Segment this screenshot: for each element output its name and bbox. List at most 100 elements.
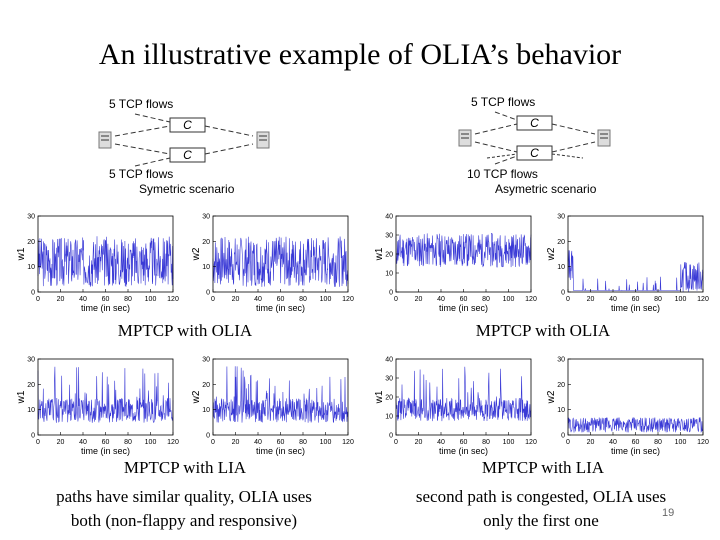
x-axis-label: time (in sec) [81,446,130,456]
plot-asym-lia-w2: 0 20 40 60 80 100 120 0 10 20 30 time (in sec) w2 [540,353,710,463]
link-label: C [530,116,539,130]
x-tick-label: 60 [102,296,110,303]
caption-olia-left: MPTCP with OLIA [117,321,253,340]
x-tick-label: 100 [675,439,687,446]
link-label: C [183,118,192,132]
y-tick-label: 0 [31,433,35,440]
bottom-flows-label: 5 TCP flows [109,167,173,181]
plot-frame [37,358,174,436]
x-tick-label: 60 [460,439,468,446]
caption-lia-left: MPTCP with LIA [123,458,247,477]
x-tick-label: 40 [437,439,445,446]
link-box-bottom [169,147,206,163]
y-tick-label: 20 [202,239,210,246]
x-tick-label: 80 [482,439,490,446]
x-tick-label: 40 [609,439,617,446]
x-tick-label: 20 [415,296,423,303]
y-tick-label: 0 [561,433,565,440]
x-tick-label: 20 [57,296,65,303]
line-chart-svg: 0 20 40 60 80 100 120 0 10 20 30 time (in sec) w2 [191,357,354,457]
y-tick-label: 30 [385,233,393,240]
y-axis-label: w1 [16,247,27,261]
x-tick-label: 100 [145,439,157,446]
link-box-top [516,115,553,131]
y-tick-label: 20 [27,382,35,389]
x-axis-label: time (in sec) [439,446,488,456]
asymmetric-scenario-diagram: 5 TCP flows 10 TCP flows Asymetric scena… [458,95,611,196]
line-chart-svg: 0 20 40 60 80 100 120 0 10 20 30 time (in sec) w2 [546,357,709,457]
top-flows-label: 5 TCP flows [471,95,535,109]
plot-sym-olia-w1: 0 20 40 60 80 100 120 0 10 20 30 time (in sec) w1 [10,210,180,320]
y-tick-label: 20 [557,239,565,246]
y-axis-label: w1 [374,390,385,404]
line-chart-svg: 0 20 40 60 80 100 120 0 10 20 30 time (in sec) w2 [546,214,709,314]
x-tick-label: 20 [587,296,595,303]
y-tick-label: 30 [27,357,35,364]
x-axis-label: time (in sec) [611,446,660,456]
y-tick-label: 20 [385,252,393,259]
y-axis-label: w2 [546,247,557,261]
plot-asym-olia-w2: 0 20 40 60 80 100 120 0 10 20 30 time (in sec) w2 [540,210,710,320]
x-tick-label: 20 [415,439,423,446]
series-line [395,232,532,268]
y-tick-label: 10 [27,264,35,271]
y-tick-label: 20 [557,382,565,389]
caption-olia-right: MPTCP with OLIA [475,321,611,340]
note-right-line1: second path is congested, OLIA uses [415,487,667,506]
x-tick-label: 120 [342,296,354,303]
x-tick-label: 100 [675,296,687,303]
link-box-bottom [516,145,553,161]
scenario-name: Asymetric scenario [495,182,597,196]
x-tick-label: 60 [460,296,468,303]
x-tick-label: 120 [167,439,179,446]
y-tick-label: 30 [27,214,35,221]
x-tick-label: 60 [277,439,285,446]
plot-sym-olia-w2: 0 20 40 60 80 100 120 0 10 20 30 time (in sec) w2 [185,210,355,320]
y-tick-label: 0 [206,433,210,440]
x-tick-label: 80 [482,296,490,303]
note-left-line1: paths have similar quality, OLIA uses [56,487,312,506]
x-tick-label: 100 [145,296,157,303]
x-tick-label: 120 [697,296,709,303]
destination-computer-icon [597,129,611,147]
x-tick-label: 100 [320,296,332,303]
x-tick-label: 40 [254,439,262,446]
y-tick-label: 40 [385,357,393,364]
y-tick-label: 0 [206,290,210,297]
x-tick-label: 120 [525,296,537,303]
line-chart-svg: 0 20 40 60 80 100 120 0 10 20 30 time (in sec) w1 [16,357,179,457]
y-axis-label: w1 [374,247,385,261]
plot-frame [212,358,349,436]
y-tick-label: 0 [31,290,35,297]
x-tick-label: 40 [437,296,445,303]
plot-sym-lia-w1: 0 20 40 60 80 100 120 0 10 20 30 time (in sec) w1 [10,353,180,463]
symmetric-scenario-diagram: 5 TCP flows 5 TCP flows Symetric scenari… [98,97,270,196]
y-tick-label: 20 [27,239,35,246]
x-tick-label: 0 [394,296,398,303]
x-tick-label: 20 [232,296,240,303]
y-tick-label: 40 [385,214,393,221]
x-tick-label: 120 [167,296,179,303]
series-line [212,366,349,423]
x-tick-label: 40 [79,439,87,446]
y-tick-label: 0 [561,290,565,297]
x-tick-label: 0 [566,439,570,446]
destination-computer-icon [256,131,270,149]
y-tick-label: 0 [389,290,393,297]
y-tick-label: 30 [202,214,210,221]
y-tick-label: 30 [202,357,210,364]
line-chart-svg: 0 20 40 60 80 100 120 0 10 20 30 time (in sec) w2 [191,214,354,314]
series-line [37,236,174,287]
source-computer-icon [98,131,112,149]
y-tick-label: 10 [202,264,210,271]
caption-lia-right: MPTCP with LIA [481,458,605,477]
link-label: C [183,148,192,162]
link-box-top [169,117,206,133]
y-tick-label: 10 [557,264,565,271]
x-tick-label: 0 [36,439,40,446]
x-axis-label: time (in sec) [611,303,660,313]
x-tick-label: 80 [124,296,132,303]
y-axis-label: w2 [191,390,202,404]
